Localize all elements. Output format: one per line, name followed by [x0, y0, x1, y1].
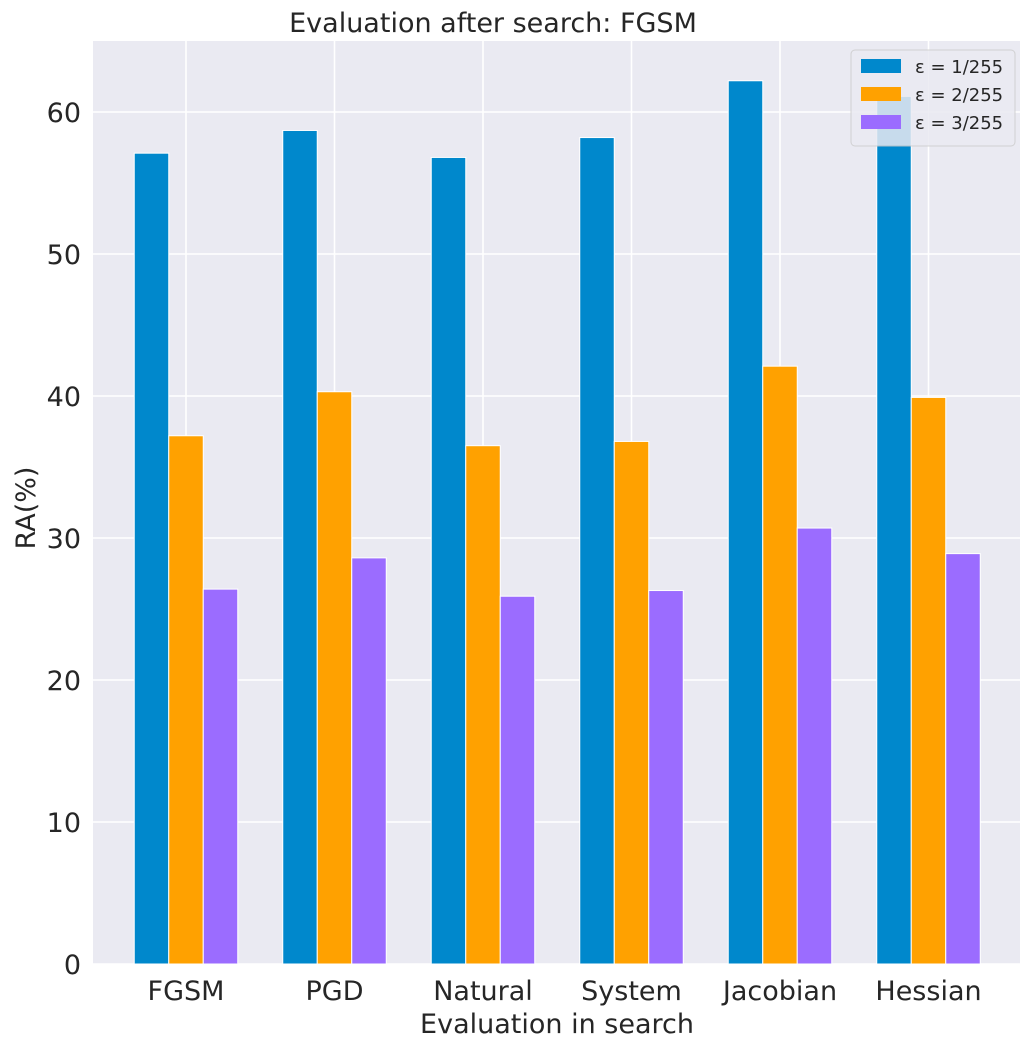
legend-label: ε = 3/255	[915, 113, 1003, 134]
y-tick-label: 50	[47, 240, 81, 271]
x-tick-label: FGSM	[148, 976, 225, 1007]
bars	[133, 80, 981, 965]
bar-hessian-series-1	[876, 95, 912, 965]
chart-title: Evaluation after search: FGSM	[289, 8, 697, 39]
y-tick-label: 30	[47, 524, 81, 555]
legend-swatch	[861, 87, 901, 101]
x-axis-label: Evaluation in search	[420, 1009, 694, 1040]
y-tick-label: 10	[47, 808, 81, 839]
y-tick-label: 0	[64, 950, 81, 981]
legend-swatch	[861, 59, 901, 73]
bar-jacobian-series-1	[727, 80, 764, 965]
bar-natural-series-2	[465, 445, 501, 965]
x-axis-ticks: FGSM PGD Natural System Jacobian Hessian	[148, 976, 982, 1007]
y-tick-label: 40	[47, 382, 81, 413]
x-tick-label: Hessian	[875, 976, 981, 1007]
bar-pgd-series-2	[316, 391, 353, 965]
legend-swatch	[861, 115, 901, 129]
y-axis-ticks: 0 10 20 30 40 50 60	[47, 98, 81, 981]
x-tick-label: PGD	[306, 976, 364, 1007]
x-tick-label: Jacobian	[721, 976, 837, 1007]
x-tick-label: Natural	[433, 976, 533, 1007]
bar-fgsm-series-2	[168, 435, 204, 965]
bar-pgd-series-1	[282, 129, 318, 965]
bar-fgsm-series-3	[202, 588, 239, 965]
bar-hessian-series-3	[945, 553, 981, 965]
bar-fgsm-series-1	[133, 152, 170, 965]
bar-natural-series-1	[430, 156, 467, 965]
y-tick-label: 20	[47, 666, 81, 697]
bar-hessian-series-2	[910, 396, 947, 965]
bar-jacobian-series-3	[796, 527, 833, 965]
bar-pgd-series-3	[351, 557, 387, 965]
x-tick-label: System	[581, 976, 682, 1007]
legend: ε = 1/255 ε = 2/255 ε = 3/255	[850, 49, 1016, 147]
bar-system-series-3	[648, 590, 684, 965]
bar-jacobian-series-2	[762, 365, 798, 965]
legend-label: ε = 1/255	[915, 57, 1003, 78]
legend-label: ε = 2/255	[915, 85, 1003, 106]
y-axis-label: RA(%)	[11, 467, 42, 550]
bar-system-series-2	[613, 440, 650, 965]
bar-natural-series-3	[499, 595, 536, 965]
y-tick-label: 60	[47, 98, 81, 129]
bar-system-series-1	[579, 137, 615, 965]
plot-area	[93, 41, 1020, 964]
